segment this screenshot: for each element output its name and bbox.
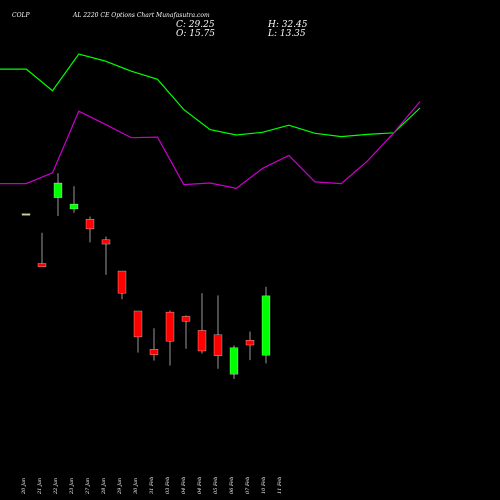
x-tick-label: 04 Feb [197, 477, 203, 494]
candle-body [181, 316, 191, 322]
close-readout: C: 29.25 [176, 20, 215, 30]
x-tick-label: 29 Jan [117, 478, 123, 495]
candle-body [213, 334, 223, 356]
x-tick-label: 06 Feb [229, 477, 235, 494]
x-tick-label: 03 Feb [165, 477, 171, 494]
candle-body [197, 330, 207, 352]
x-tick-label: 05 Feb [213, 477, 219, 494]
x-tick-label: 31 Feb [149, 477, 155, 494]
candle-body [85, 219, 95, 230]
x-tick-label: 10 Feb [261, 477, 267, 494]
candle-body [261, 295, 271, 356]
upper-indicator-line [0, 53, 421, 138]
candle-body [133, 310, 143, 338]
chart-symbol: COLP [12, 12, 30, 19]
candle-body [149, 349, 159, 355]
low-readout: L: 13.35 [268, 29, 306, 39]
candle-body [229, 347, 239, 375]
candle-body [37, 263, 47, 267]
x-tick-label: 20 Jan [21, 478, 27, 495]
x-tick-label: 23 Jan [69, 478, 75, 495]
candle-body [21, 213, 31, 216]
chart-title: AL 2220 CE Options Chart Munafasutra.com [73, 12, 210, 19]
x-tick-label: 30 Jan [133, 478, 139, 494]
candle-body [101, 239, 111, 245]
x-tick-label: 21 Jan [37, 478, 43, 495]
high-readout: H: 32.45 [268, 20, 308, 30]
candle-body [245, 340, 255, 346]
x-tick-label: 28 Jan [101, 478, 107, 495]
lower-indicator-line [0, 101, 421, 190]
candle-body [165, 311, 175, 342]
candle-body [117, 270, 127, 294]
candle-body [53, 182, 63, 198]
x-tick-label: 22 Jan [53, 478, 59, 495]
x-tick-label: 27 Jan [85, 478, 91, 495]
candle-body [69, 203, 79, 210]
open-readout: O: 15.75 [176, 29, 216, 39]
x-tick-label: 11 Feb [277, 477, 283, 494]
x-tick-label: 07 Feb [245, 477, 251, 494]
x-tick-label: 04 Feb [181, 477, 187, 494]
